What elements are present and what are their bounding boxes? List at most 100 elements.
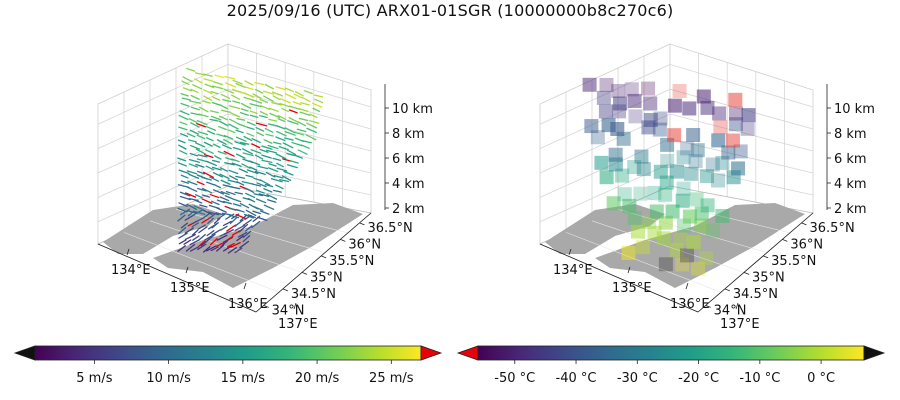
wind-arrow bbox=[189, 246, 200, 252]
wind-arrow bbox=[255, 198, 267, 204]
colorbar-tick-label: -20 °C bbox=[678, 371, 719, 386]
wind-arrows bbox=[177, 67, 324, 254]
wind-arrow bbox=[193, 205, 203, 210]
wind-arrow bbox=[306, 127, 317, 134]
wind-arrow bbox=[188, 163, 199, 168]
wind-arrow bbox=[235, 208, 245, 213]
colorbar-gradient bbox=[34, 345, 422, 361]
wind-arrow bbox=[261, 145, 273, 150]
colorbar-over-extend bbox=[420, 345, 443, 361]
wind-arrow bbox=[230, 112, 241, 118]
wind-arrow bbox=[279, 178, 290, 183]
wind-arrow bbox=[193, 210, 206, 216]
wind-arrow bbox=[254, 81, 264, 86]
y-tick-label: 36.5°N bbox=[368, 221, 413, 236]
wind-arrow bbox=[193, 217, 204, 224]
wind-arrow bbox=[245, 192, 256, 199]
wind-arrow bbox=[235, 175, 246, 179]
voxel bbox=[694, 218, 709, 233]
voxel bbox=[682, 209, 697, 224]
wind-arrow bbox=[210, 115, 222, 121]
colorbar-tick-label: 0 °C bbox=[807, 371, 835, 386]
wind-arrow bbox=[190, 88, 199, 94]
wind-arrow bbox=[226, 242, 235, 248]
grid-line bbox=[539, 113, 814, 174]
wind-arrow bbox=[263, 188, 273, 193]
wind-arrow bbox=[188, 118, 198, 123]
voxel bbox=[733, 144, 748, 159]
wind-arrow bbox=[213, 217, 221, 224]
wind-arrow bbox=[276, 167, 288, 172]
y-tick-label: 34.5°N bbox=[733, 287, 778, 302]
wind-arrow bbox=[242, 230, 252, 238]
wind-arrow bbox=[300, 144, 310, 149]
x-tick bbox=[293, 302, 297, 310]
voxel bbox=[606, 196, 621, 211]
z-tick-label: 10 km bbox=[392, 102, 433, 117]
voxel bbox=[680, 141, 695, 156]
wind-arrow bbox=[237, 231, 248, 238]
wind-arrow bbox=[278, 145, 289, 151]
wind-arrow bbox=[267, 144, 279, 150]
wind-arrow bbox=[234, 141, 246, 146]
wind-arrow bbox=[231, 94, 241, 100]
wind-arrow bbox=[204, 83, 215, 89]
colorbar-tick-label: 5 m/s bbox=[76, 371, 112, 386]
wind-arrow bbox=[246, 121, 256, 126]
wind-arrow bbox=[254, 170, 266, 176]
x-tick-label: 136°E bbox=[670, 297, 710, 312]
y-tick bbox=[801, 222, 807, 226]
colorbar-under-extend bbox=[456, 345, 479, 361]
wind-arrow bbox=[212, 172, 224, 178]
wind-arrow bbox=[301, 96, 311, 103]
wind-arrow bbox=[177, 157, 187, 162]
wind-arrow bbox=[266, 193, 278, 200]
voxel bbox=[634, 149, 649, 164]
grid-line bbox=[149, 220, 303, 273]
wind-arrow bbox=[180, 102, 190, 107]
wind-arrow bbox=[275, 86, 286, 91]
voxel bbox=[608, 157, 623, 172]
wind-arrow bbox=[282, 142, 294, 149]
wind-arrow bbox=[187, 186, 198, 192]
wind-arrow bbox=[220, 179, 231, 185]
wind-arrow bbox=[238, 223, 249, 233]
wind-arrow bbox=[286, 164, 298, 169]
wind-arrow bbox=[196, 181, 205, 186]
wind-arrow bbox=[272, 157, 282, 162]
wind-arrow bbox=[267, 167, 279, 173]
wind-arrow bbox=[277, 114, 287, 121]
wind-arrow bbox=[203, 78, 214, 82]
wind-arrow bbox=[208, 233, 216, 241]
wind-arrow bbox=[180, 92, 189, 97]
wind-arrow bbox=[261, 154, 272, 159]
colorbar-tick-label: -50 °C bbox=[494, 371, 535, 386]
wind-arrow bbox=[182, 76, 193, 83]
grid-line bbox=[97, 63, 372, 125]
wind-arrow bbox=[177, 245, 186, 252]
wind-arrow bbox=[218, 125, 227, 131]
wind-arrow bbox=[205, 165, 215, 171]
wind-arrow bbox=[298, 117, 309, 122]
wind-arrow bbox=[216, 199, 225, 204]
wind-arrow bbox=[207, 217, 214, 224]
wind-arrow bbox=[247, 214, 256, 219]
wind-arrow bbox=[231, 162, 242, 167]
wind-arrow bbox=[222, 220, 232, 227]
wind-arrow bbox=[209, 176, 220, 182]
wind-arrow bbox=[259, 148, 269, 153]
z-tick-label: 4 km bbox=[834, 177, 867, 192]
x-tick bbox=[126, 248, 130, 256]
voxel bbox=[700, 169, 715, 184]
x-axis-line bbox=[539, 243, 699, 313]
wind-arrow bbox=[236, 117, 246, 121]
voxel bbox=[598, 104, 613, 119]
voxel bbox=[627, 93, 642, 108]
wind-arrow bbox=[235, 82, 247, 89]
voxel bbox=[688, 154, 703, 169]
wind-arrow bbox=[178, 126, 188, 131]
z-tick-label: 6 km bbox=[834, 152, 867, 167]
wind-arrow bbox=[223, 88, 235, 94]
colorbar-tick-label: -40 °C bbox=[556, 371, 597, 386]
x-tick-label: 135°E bbox=[612, 281, 652, 296]
